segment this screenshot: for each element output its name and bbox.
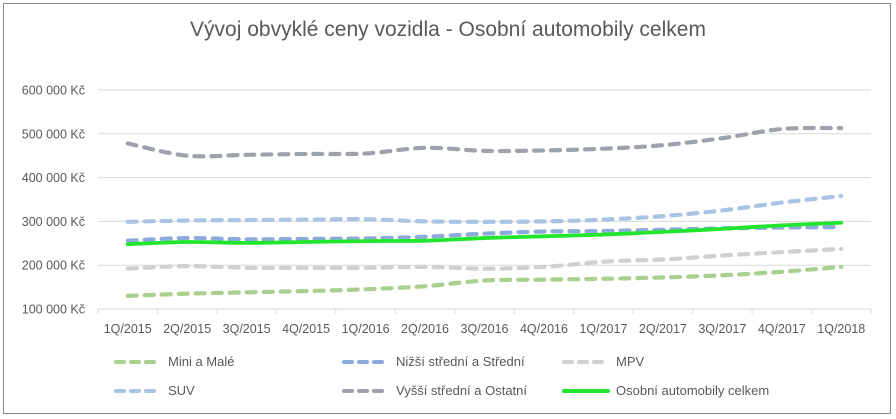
legend-item[interactable]: MPV <box>560 354 644 369</box>
x-tick-label: 1Q/2015 <box>104 322 152 336</box>
dashed-line-swatch-icon <box>342 359 390 364</box>
dashed-line-swatch-icon <box>562 359 610 364</box>
x-tick-label: 3Q/2016 <box>461 322 509 336</box>
series-lines <box>125 125 844 298</box>
series-line <box>125 125 844 159</box>
legend-item[interactable]: Nižší střední a Střední <box>340 354 525 369</box>
y-tick-label: 600 000 Kč <box>22 84 85 98</box>
y-tick-label: 500 000 Kč <box>22 127 85 141</box>
legend-item[interactable]: SUV <box>112 383 195 398</box>
legend-label: Osobní automobily celkem <box>616 383 770 398</box>
x-tick-label: 2Q/2015 <box>163 322 211 336</box>
y-axis: 100 000 Kč 200 000 Kč 300 000 Kč 400 000 Kč… <box>22 84 85 317</box>
x-tick-label: 3Q/2015 <box>223 322 271 336</box>
series-line <box>125 246 844 271</box>
x-tick-label: 4Q/2015 <box>282 322 330 336</box>
chart-title: Vývoj obvyklé ceny vozidla - Osobní auto… <box>190 18 706 41</box>
dashed-line-swatch-icon <box>114 359 162 364</box>
dashed-line-swatch-icon <box>342 388 390 393</box>
series-line <box>125 220 844 247</box>
x-tick-label: 1Q/2016 <box>342 322 390 336</box>
legend-label: Nižší střední a Střední <box>396 354 525 369</box>
y-tick-label: 100 000 Kč <box>22 303 85 317</box>
y-tick-label: 400 000 Kč <box>22 171 85 185</box>
x-tick-label: 4Q/2017 <box>758 322 806 336</box>
legend-label: MPV <box>616 354 645 369</box>
legend-label: SUV <box>168 383 195 398</box>
series-line <box>125 193 844 224</box>
x-tick-label: 2Q/2016 <box>401 322 449 336</box>
y-tick-label: 200 000 Kč <box>22 259 85 273</box>
x-tick-label: 1Q/2018 <box>817 322 865 336</box>
solid-line-swatch-icon <box>562 388 610 393</box>
x-tick-label: 4Q/2016 <box>520 322 568 336</box>
legend-item[interactable]: Vyšší střední a Ostatní <box>340 383 527 398</box>
x-axis: 1Q/2015 2Q/2015 3Q/2015 4Q/2015 1Q/2016 2Q/20… <box>97 308 872 336</box>
dashed-line-swatch-icon <box>114 388 162 393</box>
series-line <box>125 264 844 298</box>
legend-label: Vyšší střední a Ostatní <box>396 383 528 398</box>
x-tick-label: 2Q/2017 <box>639 322 687 336</box>
x-tick-label: 1Q/2017 <box>579 322 627 336</box>
legend-label: Mini a Malé <box>168 354 235 369</box>
x-tick-label: 3Q/2017 <box>698 322 746 336</box>
legend-item[interactable]: Osobní automobily celkem <box>560 383 769 398</box>
y-tick-label: 300 000 Kč <box>22 215 85 229</box>
legend-item[interactable]: Mini a Malé <box>112 354 234 369</box>
